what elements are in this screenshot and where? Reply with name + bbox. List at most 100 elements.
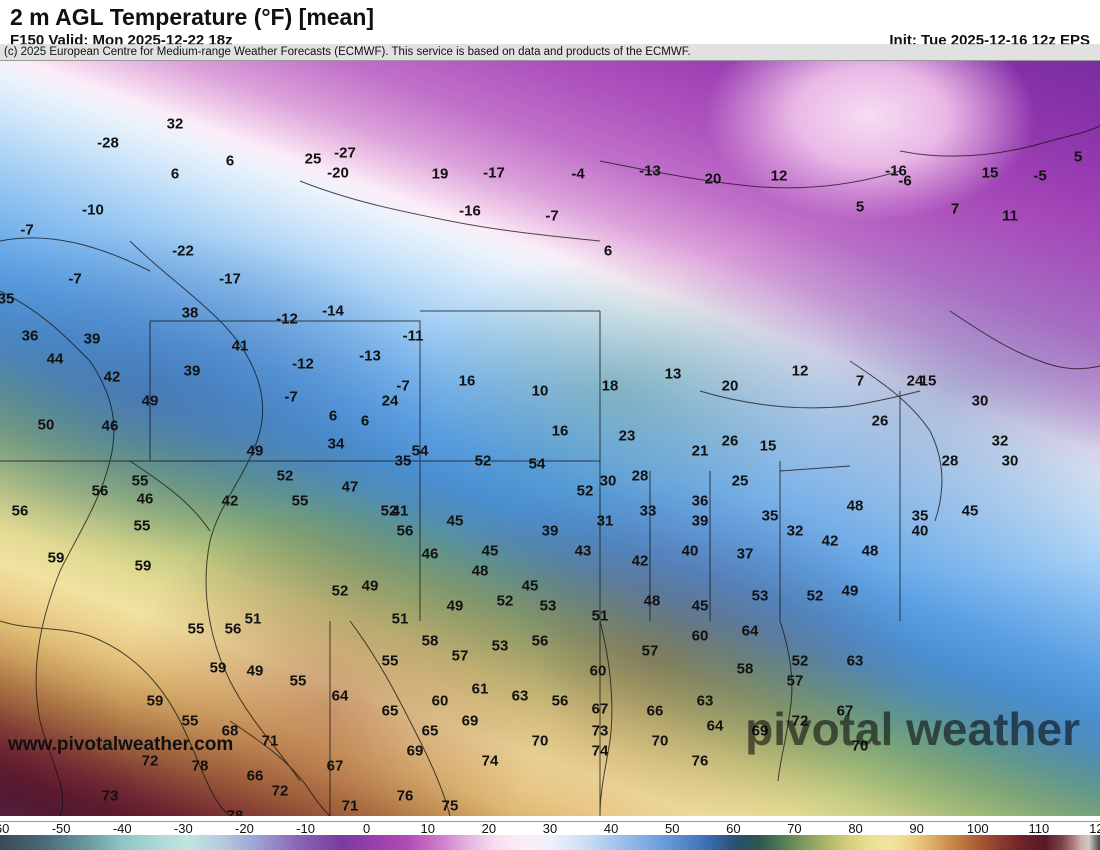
temperature-value-label: 49 xyxy=(247,663,264,680)
temperature-value-label: 63 xyxy=(847,653,864,670)
temperature-value-label: 35 xyxy=(395,453,412,470)
temperature-value-label: 60 xyxy=(692,628,709,645)
temperature-value-label: 56 xyxy=(12,503,29,520)
temperature-value-label: -16 xyxy=(885,163,907,180)
temperature-value-label: 44 xyxy=(47,351,64,368)
temperature-value-label: 52 xyxy=(277,468,294,485)
temperature-value-label: -13 xyxy=(359,348,381,365)
temperature-value-label: 28 xyxy=(632,468,649,485)
temperature-value-label: 55 xyxy=(132,473,149,490)
temperature-value-label: 42 xyxy=(104,369,121,386)
temperature-value-label: 52 xyxy=(577,483,594,500)
temperature-value-label: 51 xyxy=(592,608,609,625)
temperature-value-label: 15 xyxy=(982,165,999,182)
temperature-value-label: 16 xyxy=(552,423,569,440)
temperature-value-label: 76 xyxy=(397,788,414,805)
attribution-bar: (c) 2025 European Centre for Medium-rang… xyxy=(0,44,1100,61)
temperature-value-label: 53 xyxy=(540,598,557,615)
temperature-value-label: 11 xyxy=(1002,208,1018,225)
temperature-value-label: -12 xyxy=(292,356,314,373)
temperature-value-label: 70 xyxy=(652,733,669,750)
temperature-value-label: -12 xyxy=(276,311,298,328)
temperature-value-label: 67 xyxy=(592,701,609,718)
temperature-value-label: -5 xyxy=(1033,168,1046,185)
temperature-value-label: 55 xyxy=(188,621,205,638)
temperature-value-label: 50 xyxy=(38,417,55,434)
temperature-value-label: 67 xyxy=(327,758,344,775)
temperature-value-label: 7 xyxy=(856,373,864,390)
temperature-value-label: 57 xyxy=(452,648,469,665)
temperature-value-label: 25 xyxy=(732,473,749,490)
temperature-value-label: -11 xyxy=(403,328,424,345)
temperature-value-label: 12 xyxy=(771,168,788,185)
temperature-value-label: 54 xyxy=(529,456,546,473)
page-title: 2 m AGL Temperature (°F) [mean] xyxy=(10,4,374,31)
temperature-value-label: 64 xyxy=(707,718,724,735)
temperature-value-label: -6 xyxy=(898,173,911,190)
temperature-value-label: 45 xyxy=(962,503,979,520)
temperature-value-label: 32 xyxy=(787,523,804,540)
temperature-value-label: 6 xyxy=(329,408,337,425)
temperature-value-label: -14 xyxy=(322,303,344,320)
temperature-value-label: -20 xyxy=(327,165,349,182)
temperature-value-label: 53 xyxy=(752,588,769,605)
temperature-value-label: 34 xyxy=(328,436,345,453)
temperature-value-label: 56 xyxy=(92,483,109,500)
temperature-value-label: 13 xyxy=(665,366,682,383)
temperature-value-label: 39 xyxy=(692,513,709,530)
temperature-value-label: 23 xyxy=(619,428,636,445)
temperature-value-label: 36 xyxy=(22,328,39,345)
temperature-value-label: 60 xyxy=(432,693,449,710)
temperature-value-label: -13 xyxy=(639,163,661,180)
temperature-value-label: 6 xyxy=(604,243,612,260)
temperature-value-label: 42 xyxy=(222,493,239,510)
temperature-value-label: -7 xyxy=(545,208,558,225)
temperature-value-label: 18 xyxy=(602,378,619,395)
temperature-value-label: 51 xyxy=(245,611,262,628)
temperature-value-label: 52 xyxy=(332,583,349,600)
temperature-value-label: 66 xyxy=(247,768,264,785)
temperature-value-label: 43 xyxy=(575,543,592,560)
temperature-value-label: 7 xyxy=(951,201,959,218)
temperature-value-label: 35 xyxy=(0,291,14,308)
temperature-value-label: 58 xyxy=(737,661,754,678)
temperature-value-label: 56 xyxy=(225,621,242,638)
temperature-value-label: 56 xyxy=(552,693,569,710)
temperature-value-label: 24 xyxy=(382,393,399,410)
temperature-value-label: 38 xyxy=(182,305,199,322)
temperature-value-label: 49 xyxy=(362,578,379,595)
temperature-value-label: 49 xyxy=(142,393,159,410)
temperature-value-label: 58 xyxy=(422,633,439,650)
temperature-value-label: 48 xyxy=(862,543,879,560)
temperature-value-label: 26 xyxy=(722,433,739,450)
temperature-map: -7 -7 -10 -28 -22 -17 25 -20 -27 -12 -14 -12 -7 -11 -1… xyxy=(0,61,1100,816)
site-url-text: www.pivotalweather.com xyxy=(8,734,233,756)
temperature-value-label: 73 xyxy=(102,788,119,805)
temperature-value-label: 6 xyxy=(226,153,234,170)
temperature-value-label: 20 xyxy=(722,378,739,395)
temperature-value-label: 21 xyxy=(692,443,709,460)
temperature-value-label: 63 xyxy=(697,693,714,710)
temperature-value-label: 53 xyxy=(492,638,509,655)
temperature-value-label: 46 xyxy=(422,546,439,563)
temperature-value-label: 52 xyxy=(792,653,809,670)
temperature-value-label: 30 xyxy=(600,473,617,490)
temperature-value-label: -10 xyxy=(82,202,104,219)
temperature-value-label: 59 xyxy=(210,660,227,677)
temperature-value-label: 45 xyxy=(447,513,464,530)
temperature-value-label: 39 xyxy=(542,523,559,540)
temperature-value-label: 19 xyxy=(432,166,449,183)
temperature-value-label: 48 xyxy=(644,593,661,610)
temperature-value-label: 46 xyxy=(137,491,154,508)
temperature-value-label: 16 xyxy=(459,373,476,390)
temperature-value-label: -22 xyxy=(172,243,194,260)
temperature-value-label: 74 xyxy=(482,753,499,770)
temperature-value-label: 60 xyxy=(590,663,607,680)
temperature-value-label: -17 xyxy=(219,271,241,288)
color-legend[interactable]: -60 -50 -40 -30 -20 -10 0 10 20 30 40 50 60 70 80 90 100… xyxy=(0,821,1100,850)
temperature-value-label: 6 xyxy=(361,413,369,430)
temperature-value-label: 59 xyxy=(147,693,164,710)
header: 2 m AGL Temperature (°F) [mean] F150 Val… xyxy=(0,0,1100,44)
temperature-value-label: 74 xyxy=(592,743,609,760)
temperature-value-label: -27 xyxy=(334,145,356,162)
